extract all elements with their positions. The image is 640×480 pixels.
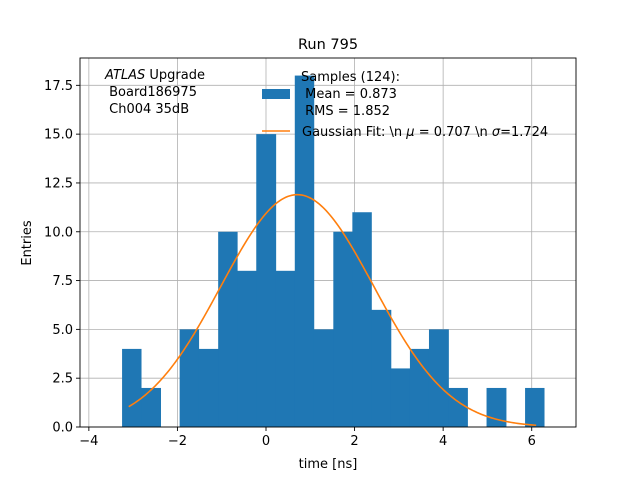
legend-hist-swatch [262, 89, 290, 99]
histogram-bar-6 [237, 270, 257, 427]
gaussian-fit-curve [128, 193, 537, 427]
histogram-bar-8 [275, 270, 296, 427]
histogram-bar-3 [179, 329, 200, 427]
legend-fit-mu-value: = 0.707 \n [415, 125, 492, 140]
histogram-bar-10 [313, 329, 334, 427]
x-tick-label-4: 4 [439, 434, 447, 449]
histogram-bar-16 [428, 329, 449, 427]
legend-hist-line2: Mean = 0.873 [301, 87, 397, 102]
histogram-bar-9 [294, 75, 315, 428]
y-tick-label-6: 15.0 [44, 128, 73, 143]
histogram-bars [122, 75, 545, 428]
y-tick-label-7: 17.5 [44, 79, 73, 94]
x-axis-label: time [ns] [299, 457, 358, 472]
y-tick-label-3: 7.5 [52, 274, 73, 289]
x-tick-label-1: −2 [168, 434, 187, 449]
histogram-bar-17 [448, 387, 468, 427]
y-axis-ticks: 0.0 2.5 5.0 7.5 10.0 12.5 15.0 17.5 [44, 79, 80, 436]
legend-fit-prefix: Gaussian Fit: \n [302, 125, 406, 140]
x-tick-label-5: 6 [528, 434, 536, 449]
histogram-bar-15 [409, 348, 430, 427]
atlas-annotation-line3: Ch004 35dB [105, 102, 189, 117]
histogram-bar-7 [256, 134, 277, 427]
histogram-bar-0 [122, 348, 142, 427]
histogram-bar-4 [198, 348, 219, 427]
y-tick-label-1: 2.5 [52, 372, 73, 387]
legend-fit-sigma: σ [492, 125, 501, 140]
y-axis-label: Entries [20, 220, 35, 266]
atlas-label: ATLAS [104, 68, 145, 83]
histogram-bar-13 [371, 309, 392, 427]
histogram-bar-11 [333, 231, 353, 427]
histogram-bar-14 [390, 368, 411, 427]
legend-hist-line3: RMS = 1.852 [301, 104, 390, 119]
legend-fit-sigma-value: =1.724 [500, 125, 548, 140]
atlas-annotation-line1: ATLAS Upgrade [104, 68, 205, 83]
histogram-bar-1 [141, 387, 161, 427]
atlas-annotation-line2: Board186975 [105, 85, 197, 100]
y-tick-label-4: 10.0 [44, 225, 73, 240]
y-tick-label-2: 5.0 [52, 323, 73, 338]
x-axis-ticks: −4 −2 0 2 4 6 [79, 427, 536, 449]
histogram-bar-12 [352, 212, 372, 427]
atlas-annotation: ATLAS Upgrade Board186975 Ch004 35dB [104, 68, 205, 117]
x-tick-label-0: −4 [79, 434, 98, 449]
legend-fit-label: Gaussian Fit: \n μ = 0.707 \n σ=1.724 [302, 125, 548, 140]
histogram-bar-5 [218, 231, 238, 427]
axes-frame [79, 57, 577, 428]
x-tick-label-3: 2 [350, 434, 358, 449]
upgrade-label: Upgrade [145, 68, 205, 83]
y-tick-label-5: 12.5 [44, 176, 73, 191]
legend-hist-line1: Samples (124): [301, 70, 400, 85]
legend-fit-mu: μ [405, 125, 414, 140]
y-tick-label-0: 0.0 [52, 421, 73, 436]
x-tick-label-2: 0 [262, 434, 270, 449]
chart-title: Run 795 [298, 37, 358, 53]
legend: Samples (124): Mean = 0.873 RMS = 1.852 … [262, 70, 548, 140]
histogram-bar-21 [525, 387, 545, 427]
